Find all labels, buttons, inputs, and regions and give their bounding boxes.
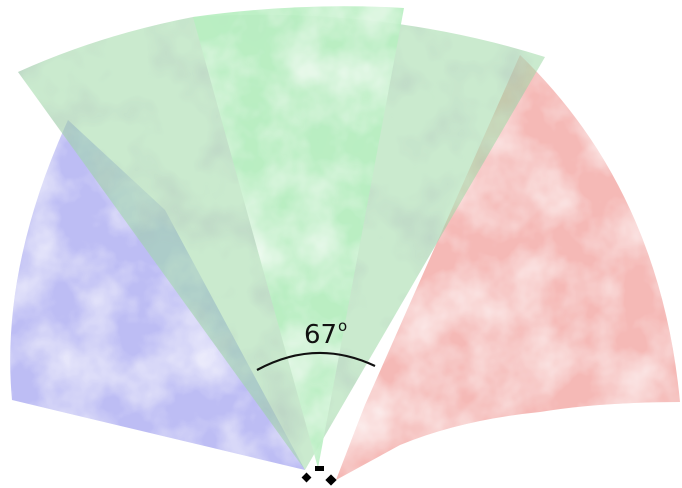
center-sector xyxy=(193,6,404,469)
angle-value-label: 67 xyxy=(304,320,337,350)
left-sector xyxy=(10,120,305,470)
angle-unit-label: o xyxy=(338,317,347,335)
origin-marker-right xyxy=(325,474,337,486)
right-sector xyxy=(336,55,680,480)
origin-marker-center xyxy=(315,466,324,471)
origin-marker-left xyxy=(301,472,312,483)
origin-markers xyxy=(301,466,337,486)
angle-arc xyxy=(256,351,376,371)
